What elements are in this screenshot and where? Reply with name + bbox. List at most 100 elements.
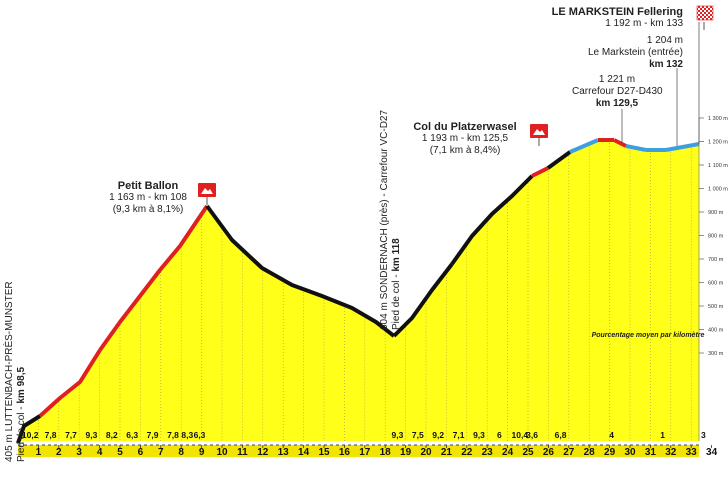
sondernach-annotation: 604 m SONDERNACH (près) - Carrefour VC-D… xyxy=(379,110,403,330)
petit-ballon-climb: (9,3 km à 8,1%) xyxy=(112,204,184,215)
altitude-label: 400 m xyxy=(708,328,724,334)
markstein-entree-km: km 132 xyxy=(649,59,683,70)
carrefour-name: Carrefour D27-D430 xyxy=(572,86,663,97)
leader-lines xyxy=(621,22,700,146)
finish-name: LE MARKSTEIN Fellering xyxy=(551,6,683,18)
altitude-label: 600 m xyxy=(708,281,724,287)
km-label: 22 xyxy=(461,447,473,458)
start-col-foot: Pied de col - km 98,5 xyxy=(16,366,27,462)
finish-annotation: LE MARKSTEIN Fellering 1 192 m - km 133 xyxy=(522,6,683,30)
carrefour-km: km 129,5 xyxy=(595,98,639,109)
km-label: 1 xyxy=(36,447,42,458)
km-label: 6 xyxy=(138,447,144,458)
gradient-label: 6 xyxy=(497,430,502,440)
km-label: 14 xyxy=(298,447,310,458)
altitude-label: 1 000 m xyxy=(708,187,728,193)
km-label: 27 xyxy=(563,447,575,458)
gradient-label: 8,3 xyxy=(181,430,193,440)
start-label: 405 m LUTTENBACH-PRÈS-MUNSTER xyxy=(4,281,15,462)
altitude-label: 900 m xyxy=(708,210,724,216)
gradient-labels: 10,2 7,8 7,7 9,3 8,2 6,3 7,9 7,8 8,3 6,3 9,3 7,5 9,2… xyxy=(22,430,706,440)
km-label: 10 xyxy=(216,447,228,458)
carrefour-altitude: 1 221 m xyxy=(598,74,636,85)
km-label: 29 xyxy=(604,447,616,458)
gradient-label: 7,8 xyxy=(167,430,179,440)
km-label: 31 xyxy=(645,447,657,458)
gradient-label: 3,6 xyxy=(526,430,538,440)
km-band-bar xyxy=(18,445,699,457)
km-band: 1 2 3 4 5 6 7 8 9 10 11 12 13 14 15 16 17 18 19 20 21 22 23 24 2… xyxy=(18,444,718,458)
altitude-label: 1 100 m xyxy=(708,163,728,169)
km-label: 3 xyxy=(76,447,82,458)
road-segment xyxy=(205,204,396,338)
road-segment xyxy=(98,204,209,352)
markstein-entree-annotation: 1 204 m Le Markstein (entrée) km 132 xyxy=(560,35,683,71)
road-line xyxy=(16,138,700,444)
gradient-label: 9,3 xyxy=(85,430,97,440)
km-label: 12 xyxy=(257,447,269,458)
km-label: 16 xyxy=(339,447,351,458)
km-label: 5 xyxy=(117,447,123,458)
km-label: 33 xyxy=(686,447,698,458)
sondernach-col-foot: Pied de col - km 118 xyxy=(391,238,402,330)
platzerwasel-annotation: Col du Platzerwasel 1 193 m - km 125,5 (… xyxy=(405,121,525,157)
gradient-label: 9,3 xyxy=(391,430,403,440)
road-segment xyxy=(613,138,627,148)
km-label: 32 xyxy=(665,447,677,458)
gradient-label: 8,2 xyxy=(106,430,118,440)
road-segment xyxy=(450,174,534,266)
legend-note: Pourcentage moyen par kilomètre xyxy=(592,332,705,339)
petit-ballon-annotation: Petit Ballon 1 163 m - km 108 (9,3 km à … xyxy=(100,180,196,216)
road-segment xyxy=(546,150,572,170)
platzerwasel-climb: (7,1 km à 8,4%) xyxy=(429,145,501,156)
platzerwasel-name: Col du Platzerwasel xyxy=(413,121,517,133)
altitude-label: 1 200 m xyxy=(708,140,728,146)
gradient-label: 7,1 xyxy=(453,430,465,440)
summit-flag-icon xyxy=(198,183,216,205)
altitude-label: 300 m xyxy=(708,351,724,357)
gradient-label: 6,3 xyxy=(194,430,206,440)
km-grid-lines xyxy=(38,143,692,441)
gradient-label: 7,5 xyxy=(412,430,424,440)
road-segment xyxy=(16,414,42,444)
km-label: 23 xyxy=(482,447,494,458)
gradient-label: 7,7 xyxy=(65,430,77,440)
km-label: 17 xyxy=(359,447,371,458)
road-segment xyxy=(392,262,454,338)
km-label: 7 xyxy=(158,447,164,458)
start-annotation: 405 m LUTTENBACH-PRÈS-MUNSTER Pied de co… xyxy=(4,281,28,462)
finish-altitude: 1 192 m - km 133 xyxy=(605,18,683,29)
profile-fill xyxy=(18,140,699,443)
profile-area xyxy=(18,140,699,443)
petit-ballon-altitude: 1 163 m - km 108 xyxy=(109,192,187,203)
road-segment xyxy=(665,142,700,152)
summit-flag-icon xyxy=(530,124,548,146)
road-segment xyxy=(569,138,599,154)
petit-ballon-name: Petit Ballon xyxy=(117,180,179,192)
gradient-label: 10,2 xyxy=(22,430,39,440)
km-label: 4 xyxy=(97,447,103,458)
km-label: 21 xyxy=(441,447,453,458)
gradient-label: 7,8 xyxy=(45,430,57,440)
finish-flag-icon xyxy=(696,5,714,30)
km-label: 2 xyxy=(56,447,62,458)
gradient-label: 3 xyxy=(701,430,706,440)
km-label: 11 xyxy=(237,447,248,458)
altitude-label: 500 m xyxy=(708,304,724,310)
km-label: 30 xyxy=(624,447,636,458)
gradient-label: 4 xyxy=(609,430,614,440)
markstein-entree-name: Le Markstein (entrée) xyxy=(587,47,683,58)
km-label: 24 xyxy=(502,447,514,458)
km-label: 9 xyxy=(199,447,205,458)
road-segment xyxy=(625,144,647,152)
km-label: 20 xyxy=(420,447,432,458)
km-label: 34 xyxy=(706,447,718,458)
carrefour-annotation: 1 221 m Carrefour D27-D430 km 129,5 xyxy=(572,74,663,110)
gradient-label: 9,3 xyxy=(473,430,485,440)
altitude-label: 1 300 m xyxy=(708,116,728,122)
km-label: 25 xyxy=(522,447,534,458)
km-label: 13 xyxy=(278,447,290,458)
gradient-label: 6,3 xyxy=(126,430,138,440)
